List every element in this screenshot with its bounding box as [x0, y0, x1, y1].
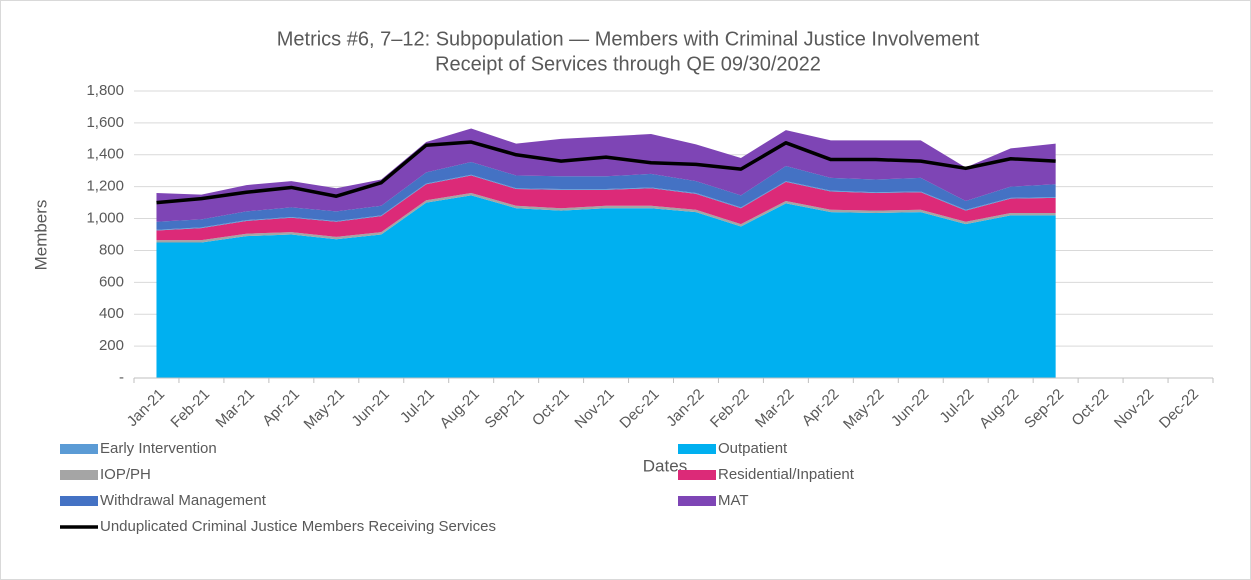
legend-swatch — [678, 444, 716, 454]
legend-swatch — [678, 470, 716, 480]
area — [156, 175, 1056, 241]
y-tick-label: 1,800 — [86, 82, 124, 99]
legend-swatch — [60, 470, 98, 480]
area — [156, 161, 1056, 230]
legend-label: Unduplicated Criminal Justice Members Re… — [100, 518, 496, 535]
chart-title: Metrics #6, 7–12: Subpopulation — Member… — [277, 28, 980, 50]
y-tick-label: 400 — [99, 305, 124, 322]
y-axis-label: Members — [31, 200, 50, 271]
y-tick-label: 1,000 — [86, 210, 124, 227]
legend-label: MAT — [718, 492, 749, 509]
legend-swatch — [678, 496, 716, 506]
y-tick-label: 1,600 — [86, 114, 124, 131]
legend-swatch — [60, 444, 98, 454]
legend-label: Outpatient — [718, 440, 788, 457]
legend-swatch — [60, 496, 98, 506]
legend-label: Withdrawal Management — [100, 492, 267, 509]
x-axis-label: Dates — [643, 456, 687, 475]
y-tick-label: 800 — [99, 241, 124, 258]
area — [156, 128, 1056, 222]
y-tick-label: 600 — [99, 273, 124, 290]
area — [156, 195, 1056, 378]
legend-label: Early Intervention — [100, 440, 217, 457]
y-tick-label: 1,400 — [86, 146, 124, 163]
y-tick-label: 200 — [99, 337, 124, 354]
y-tick-label: - — [119, 369, 124, 386]
legend-label: IOP/PH — [100, 466, 151, 483]
legend-label: Residential/Inpatient — [718, 466, 855, 483]
y-tick-label: 1,200 — [86, 178, 124, 195]
line — [156, 140, 1056, 205]
chart-subtitle: Receipt of Services through QE 09/30/202… — [435, 53, 821, 75]
